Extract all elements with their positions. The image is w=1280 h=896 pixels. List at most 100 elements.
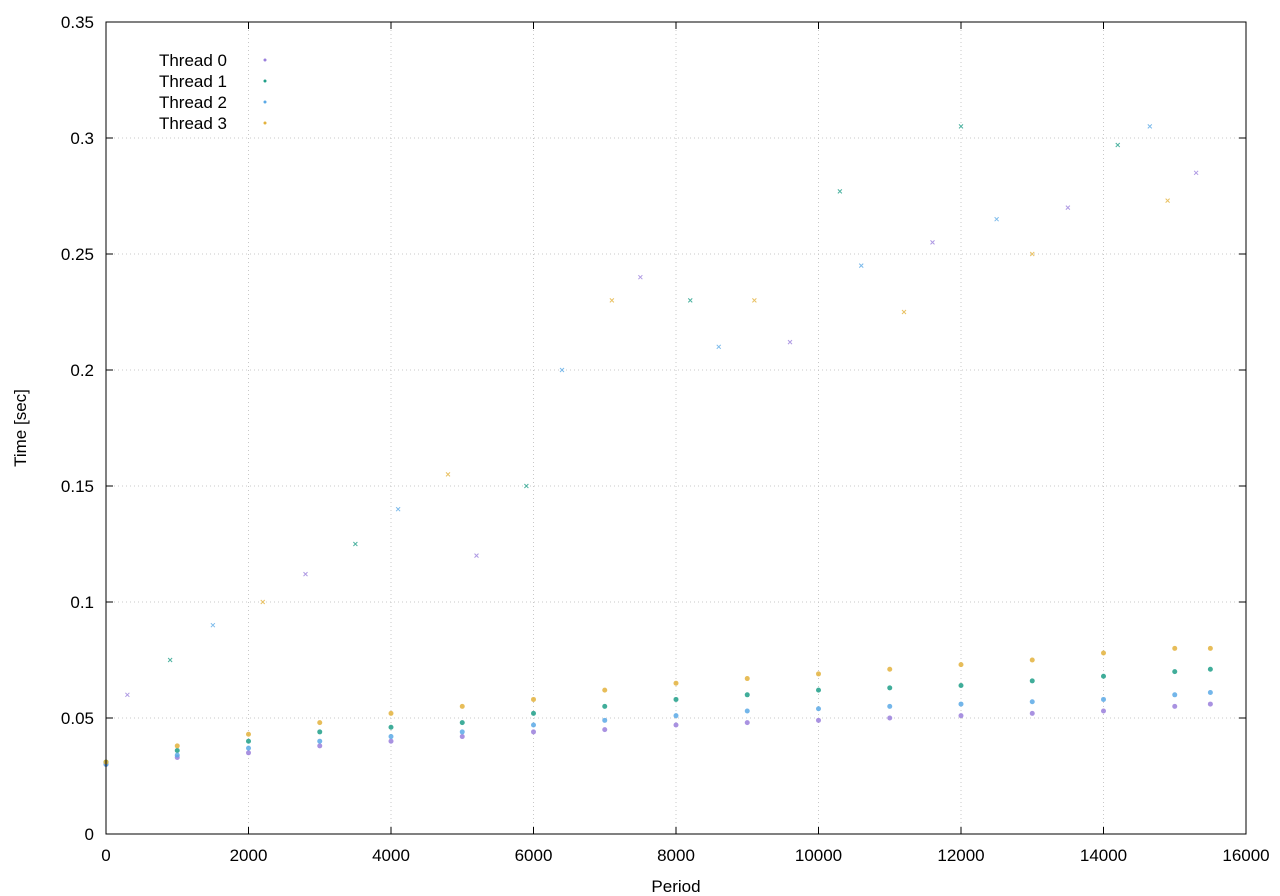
- data-point: [1029, 699, 1035, 705]
- data-point: [317, 743, 323, 749]
- data-point: [1101, 696, 1106, 702]
- data-point: [887, 685, 893, 691]
- data-point: [1207, 701, 1213, 707]
- data-point: [958, 701, 964, 707]
- y-tick-label: 0: [85, 825, 94, 844]
- data-point: [816, 717, 821, 723]
- data-point: [1172, 645, 1178, 651]
- data-point: [958, 683, 964, 689]
- x-tick-label: 8000: [657, 846, 695, 865]
- data-point: [459, 734, 465, 740]
- outlier-point: [994, 216, 999, 222]
- data-point: [887, 703, 893, 709]
- outlier-point: [958, 124, 964, 129]
- legend-swatch: [263, 58, 267, 62]
- series-0: [103, 701, 1213, 767]
- outlier-point: [1165, 198, 1170, 203]
- data-point: [673, 713, 679, 719]
- axis-ticks: [105, 21, 1247, 835]
- data-point: [816, 687, 821, 693]
- x-tick-label: 14000: [1080, 846, 1127, 865]
- x-tick-label: 16000: [1222, 846, 1269, 865]
- legend-entry-label: Thread 3: [159, 114, 227, 133]
- data-point: [1207, 689, 1213, 695]
- outlier-point: [474, 553, 479, 558]
- data-point: [744, 676, 750, 682]
- y-tick-label: 0.3: [70, 129, 94, 148]
- outlier-point: [901, 309, 907, 315]
- x-tick-labels: 0 2000 4000 6000 8000 10000 12000 14000 16000: [101, 846, 1269, 865]
- outlier-point: [524, 483, 529, 489]
- outlier-point: [687, 298, 693, 303]
- data-point: [958, 662, 964, 668]
- y-tick-labels: 0 0.05 0.1 0.15 0.2 0.25 0.3 0.35: [61, 13, 94, 844]
- outlier-point: [445, 472, 451, 477]
- outlier-point: [1115, 142, 1121, 148]
- outlier-point: [395, 506, 401, 512]
- data-point: [1207, 645, 1213, 651]
- outlier-points: [125, 124, 1199, 698]
- y-tick-label: 0.15: [61, 477, 94, 496]
- data-point: [246, 745, 251, 751]
- x-tick-label: 12000: [937, 846, 984, 865]
- y-tick-label: 0.35: [61, 13, 94, 32]
- data-point: [1207, 666, 1213, 672]
- data-point: [459, 703, 465, 709]
- outlier-point: [837, 189, 843, 194]
- series-1: [103, 666, 1213, 765]
- data-point: [388, 710, 394, 716]
- data-point: [1029, 710, 1035, 716]
- outlier-point: [1029, 251, 1035, 257]
- data-point: [602, 727, 608, 733]
- outlier-point: [1193, 170, 1199, 176]
- data-point: [174, 752, 180, 758]
- data-point: [602, 717, 608, 723]
- outlier-point: [167, 657, 173, 663]
- outlier-point: [787, 339, 793, 345]
- data-point: [602, 703, 608, 709]
- data-point: [388, 738, 394, 744]
- legend-swatch: [263, 100, 267, 104]
- outlier-point: [210, 622, 216, 628]
- legend-entry-label: Thread 2: [159, 93, 227, 112]
- data-point: [246, 738, 251, 744]
- data-point: [816, 671, 821, 677]
- data-point: [317, 729, 323, 735]
- data-point: [673, 696, 679, 702]
- data-point: [887, 666, 893, 672]
- data-point: [1172, 692, 1178, 698]
- legend-entry-label: Thread 0: [159, 51, 227, 70]
- outlier-point: [353, 541, 358, 547]
- outlier-point: [716, 344, 722, 350]
- x-tick-label: 4000: [372, 846, 410, 865]
- data-point: [317, 738, 323, 744]
- data-point: [531, 710, 536, 716]
- data-point: [958, 713, 964, 719]
- y-tick-label: 0.2: [70, 361, 94, 380]
- outlier-point: [559, 367, 565, 373]
- data-point: [1029, 678, 1035, 684]
- data-point: [531, 722, 536, 728]
- outlier-point: [1065, 205, 1071, 210]
- data-point: [673, 722, 679, 728]
- x-axis-label: Period: [651, 877, 700, 896]
- data-point: [816, 706, 821, 712]
- data-point: [673, 680, 679, 686]
- data-point: [246, 750, 251, 756]
- series-2: [103, 689, 1213, 767]
- data-point: [1029, 657, 1035, 663]
- outlier-point: [930, 240, 935, 245]
- data-point: [1172, 669, 1178, 675]
- data-point: [887, 715, 893, 721]
- y-axis-label: Time [sec]: [11, 389, 30, 467]
- x-tick-label: 10000: [795, 846, 842, 865]
- data-point: [1101, 708, 1106, 714]
- data-point: [246, 731, 251, 737]
- x-tick-label: 0: [101, 846, 110, 865]
- data-point: [1101, 650, 1106, 656]
- outlier-point: [752, 298, 757, 303]
- data-point: [531, 696, 536, 702]
- y-tick-label: 0.25: [61, 245, 94, 264]
